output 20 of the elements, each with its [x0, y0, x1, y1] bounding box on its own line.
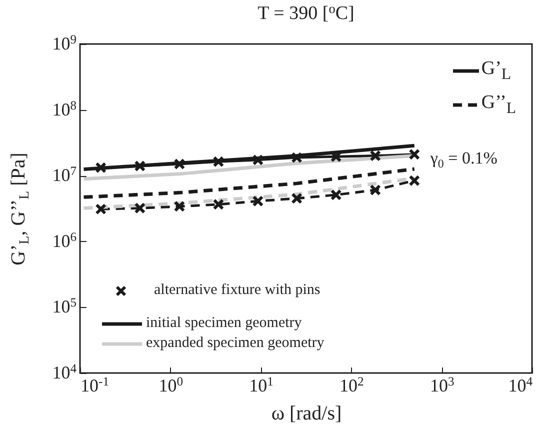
y-tick-label: 10$^{7}$ — [52, 164, 76, 186]
annotation: G’’$_{L}$ — [481, 92, 516, 118]
x-tick-label: 10$^{4}$ — [508, 374, 534, 396]
y-tick-label: 10$^{5}$ — [52, 296, 76, 317]
x-axis-title: ω [rad/s] — [271, 402, 342, 424]
y-tick-label: 10$^{8}$ — [52, 98, 76, 120]
legend-label: expanded specimen geometry — [146, 335, 324, 352]
chart-title: T = 390 [$^{o}$C] — [258, 1, 354, 24]
annotation: γ$_{0}$ = 0.1% — [429, 148, 498, 170]
x-tick-label: 10$^{2}$ — [340, 374, 364, 396]
y-tick-label: 10$^{9}$ — [52, 32, 76, 54]
x-tick-label: 10$^{1}$ — [249, 374, 274, 396]
y-tick-label: 10$^{4}$ — [52, 362, 78, 382]
x-tick-label: 10$^{0}$ — [158, 374, 184, 396]
y-tick-label: 10$^{6}$ — [52, 230, 76, 251]
annotation: G’$_{L}$ — [481, 58, 512, 84]
x-tick-label: 10$^{-1}$ — [80, 374, 109, 396]
x-tick-label: 10$^{3}$ — [430, 374, 454, 396]
legend-label: initial specimen geometry — [146, 315, 302, 332]
legend-label: alternative fixture with pins — [154, 282, 320, 299]
